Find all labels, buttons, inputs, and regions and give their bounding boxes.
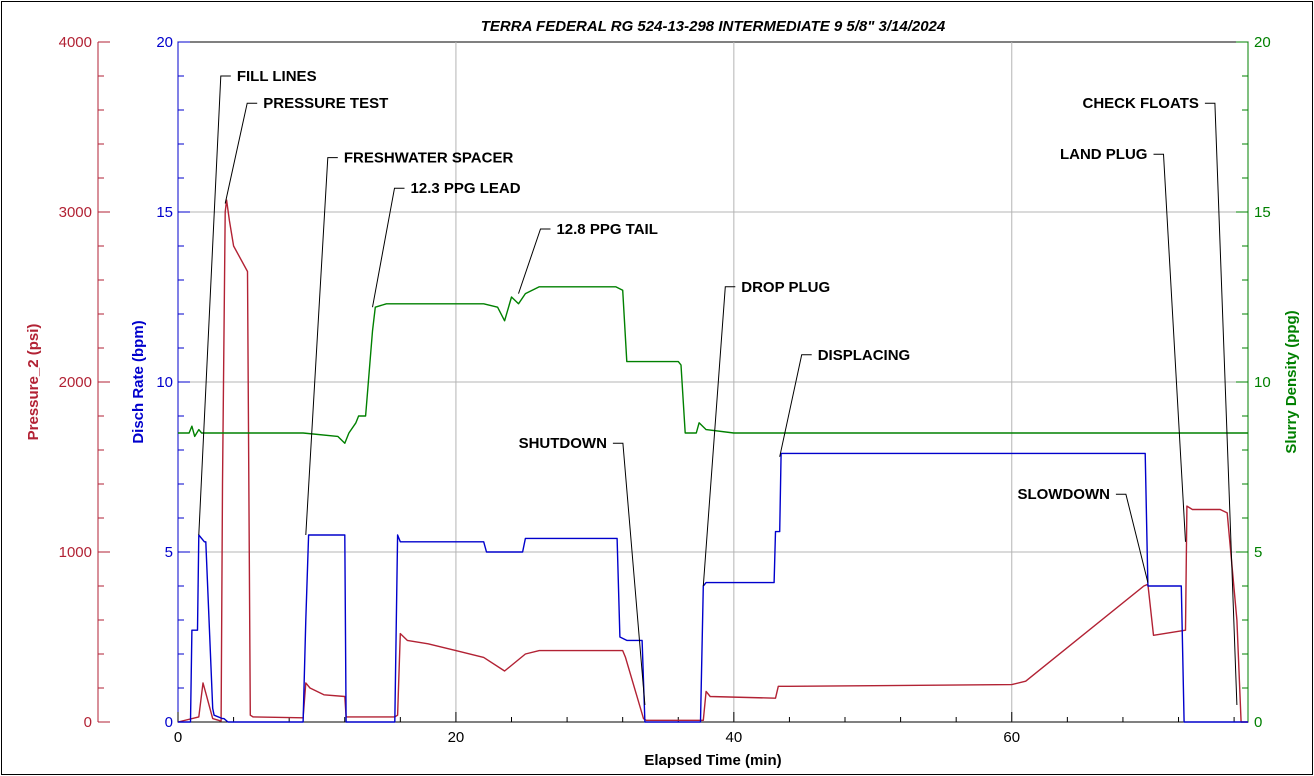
x-tick-label-0: 0	[174, 729, 182, 746]
annotation-leader-7	[779, 354, 812, 457]
pressure-tick-label-4: 4000	[59, 34, 92, 51]
series-line-rate	[178, 452, 1248, 723]
series-line-pressure	[177, 199, 1248, 723]
x-tick-label-3: 60	[1003, 729, 1020, 746]
x-tick-label-2: 40	[726, 729, 743, 746]
axes: 0 1000 2000 3000 4000 0 5 10 15 20 0 5 10 15 20 0 20 40 60	[59, 34, 1271, 746]
pressure-tick-label-2: 2000	[59, 374, 92, 391]
density-tick-label-1: 5	[1254, 544, 1262, 561]
annotation-label-1: PRESSURE TEST	[263, 95, 388, 112]
rate-tick-label-0: 0	[165, 714, 173, 731]
rate-tick-label-2: 10	[156, 374, 173, 391]
series	[177, 199, 1248, 723]
annotation-leader-3	[372, 187, 405, 308]
rate-tick-label-3: 15	[156, 204, 173, 221]
annotation-label-10: CHECK FLOATS	[1082, 95, 1198, 112]
annotation-leader-4	[518, 228, 551, 294]
density-tick-label-0: 0	[1254, 714, 1262, 731]
annotation-leader-8	[1115, 493, 1149, 583]
density-tick-label-2: 10	[1254, 374, 1271, 391]
rate-axis-title: Disch Rate (bpm)	[130, 320, 147, 443]
grid	[178, 42, 1248, 722]
rate-tick-label-4: 20	[156, 34, 173, 51]
annotation-label-6: DROP PLUG	[741, 279, 830, 296]
annotation-label-7: DISPLACING	[818, 347, 911, 364]
pressure-tick-label-0: 0	[84, 714, 92, 731]
x-axis-title: Elapsed Time (min)	[644, 752, 781, 769]
annotation-leader-0	[198, 75, 231, 536]
annotation-leader-6	[702, 286, 736, 587]
annotation-leader-2	[305, 157, 338, 536]
x-tick-label-1: 20	[448, 729, 465, 746]
annotation-leader-9	[1153, 153, 1186, 542]
density-axis-title: Slurry Density (ppg)	[1283, 310, 1300, 453]
pressure-tick-label-1: 1000	[59, 544, 92, 561]
annotation-leader-5	[612, 442, 646, 706]
pressure-tick-label-3: 3000	[59, 204, 92, 221]
annotation-leader-10	[1204, 102, 1238, 706]
annotations: FILL LINES PRESSURE TEST FRESHWATER SPACER…	[198, 68, 1238, 706]
density-tick-label-3: 15	[1254, 204, 1271, 221]
annotation-label-3: 12.3 PPG LEAD	[411, 180, 521, 197]
rate-tick-label-1: 5	[165, 544, 173, 561]
annotation-label-8: SLOWDOWN	[1017, 486, 1109, 503]
annotation-label-0: FILL LINES	[237, 68, 317, 85]
annotation-label-2: FRESHWATER SPACER	[344, 150, 514, 167]
annotation-leader-1	[224, 102, 258, 204]
annotation-label-5: SHUTDOWN	[519, 435, 607, 452]
chart-title: TERRA FEDERAL RG 524-13-298 INTERMEDIATE…	[481, 18, 946, 35]
series-line-density	[178, 286, 1248, 444]
annotation-label-9: LAND PLUG	[1060, 146, 1148, 163]
density-tick-label-4: 20	[1254, 34, 1271, 51]
annotation-label-4: 12.8 PPG TAIL	[556, 221, 657, 238]
pressure-axis-title: Pressure_2 (psi)	[25, 324, 42, 441]
